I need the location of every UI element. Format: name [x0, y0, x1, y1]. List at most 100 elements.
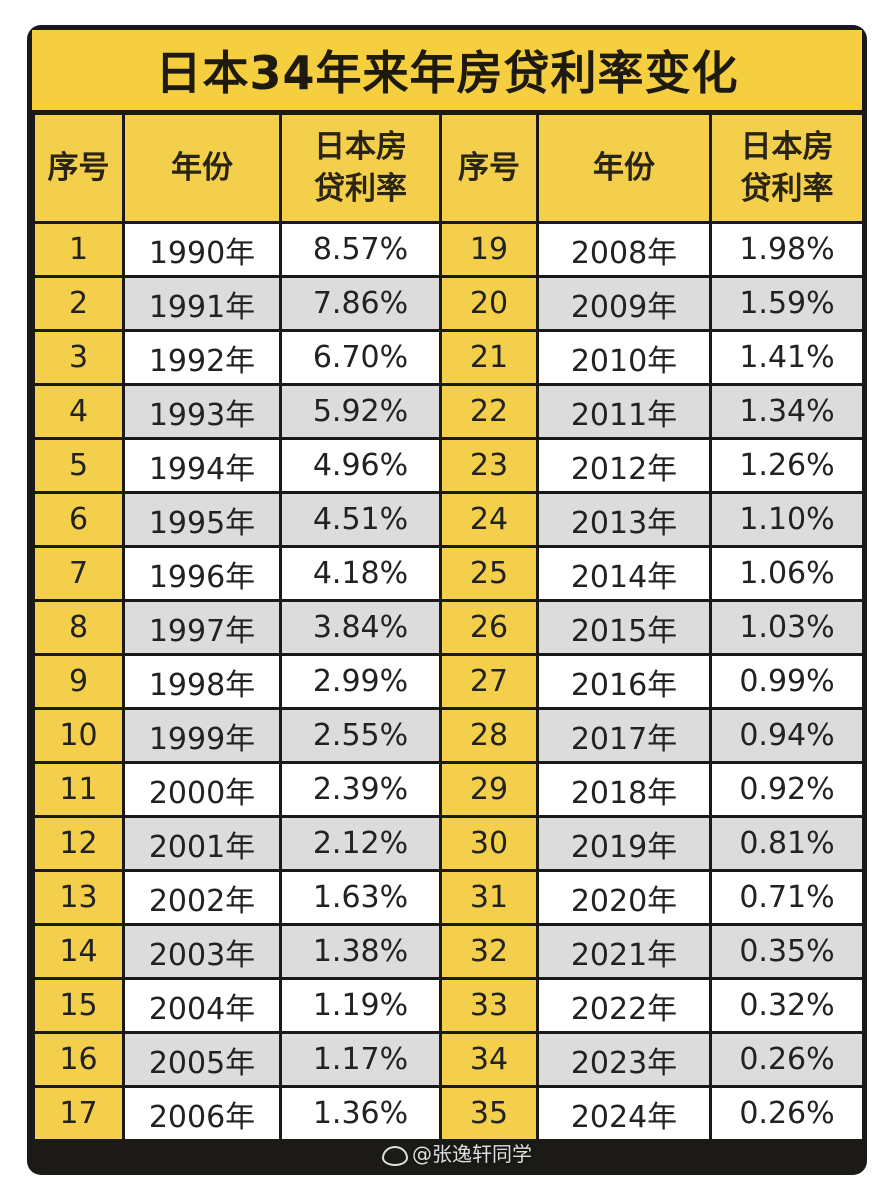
table-row: 12 2001年 2.12% 30 2019年 0.81%: [32, 815, 865, 872]
left-rate-cell: 1.63%: [279, 869, 442, 926]
header-rate-left: 日本房 贷利率: [279, 112, 442, 224]
left-seq-cell: 15: [32, 977, 125, 1034]
header-rate-right: 日本房 贷利率: [709, 112, 865, 224]
left-year-cell: 2000年: [122, 761, 282, 818]
table-row: 3 1992年 6.70% 21 2010年 1.41%: [32, 329, 865, 386]
left-seq-cell: 1: [32, 221, 125, 278]
left-rate-cell: 1.17%: [279, 1031, 442, 1088]
right-seq-cell: 32: [439, 923, 539, 980]
right-year-cell: 2010年: [536, 329, 712, 386]
left-seq-cell: 13: [32, 869, 125, 926]
mortgage-rate-table: 序号 年份 日本房 贷利率 序号 年份 日本房 贷利率 1 1990年 8.57% 1…: [32, 112, 865, 1142]
right-seq-cell: 35: [439, 1085, 539, 1142]
left-rate-cell: 2.12%: [279, 815, 442, 872]
left-year-cell: 1996年: [122, 545, 282, 602]
table-row: 9 1998年 2.99% 27 2016年 0.99%: [32, 653, 865, 710]
page-title: 日本34年来年房贷利率变化: [32, 30, 862, 110]
table-row: 15 2004年 1.19% 33 2022年 0.32%: [32, 977, 865, 1034]
table-row: 7 1996年 4.18% 25 2014年 1.06%: [32, 545, 865, 602]
right-rate-cell: 0.92%: [709, 761, 865, 818]
left-seq-cell: 6: [32, 491, 125, 548]
left-rate-cell: 5.92%: [279, 383, 442, 440]
left-seq-cell: 2: [32, 275, 125, 332]
left-rate-cell: 2.39%: [279, 761, 442, 818]
right-seq-cell: 34: [439, 1031, 539, 1088]
left-year-cell: 1997年: [122, 599, 282, 656]
right-year-cell: 2024年: [536, 1085, 712, 1142]
header-year-left: 年份: [122, 112, 282, 224]
left-year-cell: 2003年: [122, 923, 282, 980]
right-rate-cell: 0.32%: [709, 977, 865, 1034]
right-seq-cell: 25: [439, 545, 539, 602]
left-year-cell: 1994年: [122, 437, 282, 494]
left-year-cell: 2006年: [122, 1085, 282, 1142]
right-year-cell: 2011年: [536, 383, 712, 440]
left-year-cell: 1995年: [122, 491, 282, 548]
header-rate-line1: 日本房: [314, 129, 407, 165]
left-rate-cell: 6.70%: [279, 329, 442, 386]
left-rate-cell: 7.86%: [279, 275, 442, 332]
table-row: 8 1997年 3.84% 26 2015年 1.03%: [32, 599, 865, 656]
left-seq-cell: 9: [32, 653, 125, 710]
left-seq-cell: 12: [32, 815, 125, 872]
table-body: 1 1990年 8.57% 19 2008年 1.98% 2 1991年 7.86% 20 2009…: [32, 221, 865, 1142]
right-year-cell: 2014年: [536, 545, 712, 602]
left-year-cell: 1999年: [122, 707, 282, 764]
left-seq-cell: 16: [32, 1031, 125, 1088]
left-seq-cell: 14: [32, 923, 125, 980]
right-rate-cell: 1.41%: [709, 329, 865, 386]
left-year-cell: 2004年: [122, 977, 282, 1034]
right-rate-cell: 1.98%: [709, 221, 865, 278]
table-row: 6 1995年 4.51% 24 2013年 1.10%: [32, 491, 865, 548]
left-seq-cell: 7: [32, 545, 125, 602]
table-row: 2 1991年 7.86% 20 2009年 1.59%: [32, 275, 865, 332]
header-rate-line1: 日本房: [740, 129, 834, 165]
left-year-cell: 1991年: [122, 275, 282, 332]
left-seq-cell: 5: [32, 437, 125, 494]
left-rate-cell: 2.55%: [279, 707, 442, 764]
left-rate-cell: 4.96%: [279, 437, 442, 494]
header-year-right: 年份: [536, 112, 712, 224]
right-seq-cell: 27: [439, 653, 539, 710]
right-year-cell: 2013年: [536, 491, 712, 548]
right-rate-cell: 1.26%: [709, 437, 865, 494]
watermark-text: @张逸轩同学: [412, 1142, 532, 1166]
right-rate-cell: 1.10%: [709, 491, 865, 548]
left-rate-cell: 1.38%: [279, 923, 442, 980]
right-seq-cell: 24: [439, 491, 539, 548]
table-row: 17 2006年 1.36% 35 2024年 0.26%: [32, 1085, 865, 1142]
right-seq-cell: 20: [439, 275, 539, 332]
table-row: 4 1993年 5.92% 22 2011年 1.34%: [32, 383, 865, 440]
table-row: 14 2003年 1.38% 32 2021年 0.35%: [32, 923, 865, 980]
left-seq-cell: 10: [32, 707, 125, 764]
left-year-cell: 1990年: [122, 221, 282, 278]
right-seq-cell: 22: [439, 383, 539, 440]
right-seq-cell: 30: [439, 815, 539, 872]
left-year-cell: 2005年: [122, 1031, 282, 1088]
right-rate-cell: 0.99%: [709, 653, 865, 710]
right-seq-cell: 33: [439, 977, 539, 1034]
weibo-icon: [382, 1145, 408, 1166]
left-rate-cell: 8.57%: [279, 221, 442, 278]
right-year-cell: 2020年: [536, 869, 712, 926]
right-seq-cell: 21: [439, 329, 539, 386]
left-rate-cell: 3.84%: [279, 599, 442, 656]
right-rate-cell: 0.26%: [709, 1085, 865, 1142]
left-rate-cell: 4.18%: [279, 545, 442, 602]
right-seq-cell: 28: [439, 707, 539, 764]
right-seq-cell: 29: [439, 761, 539, 818]
table-row: 1 1990年 8.57% 19 2008年 1.98%: [32, 221, 865, 278]
table-row: 11 2000年 2.39% 29 2018年 0.92%: [32, 761, 865, 818]
left-seq-cell: 11: [32, 761, 125, 818]
header-seq-right: 序号: [439, 112, 539, 224]
left-rate-cell: 2.99%: [279, 653, 442, 710]
right-seq-cell: 26: [439, 599, 539, 656]
right-rate-cell: 1.06%: [709, 545, 865, 602]
header-rate-line2: 贷利率: [740, 171, 834, 207]
right-year-cell: 2019年: [536, 815, 712, 872]
left-rate-cell: 1.19%: [279, 977, 442, 1034]
left-rate-cell: 1.36%: [279, 1085, 442, 1142]
right-year-cell: 2023年: [536, 1031, 712, 1088]
right-seq-cell: 19: [439, 221, 539, 278]
left-seq-cell: 8: [32, 599, 125, 656]
